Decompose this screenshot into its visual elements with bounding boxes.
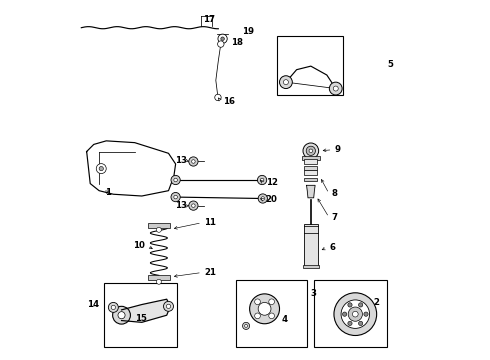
Circle shape <box>261 197 265 200</box>
Text: 10: 10 <box>133 241 145 250</box>
Circle shape <box>156 279 161 284</box>
Circle shape <box>343 312 347 316</box>
Circle shape <box>329 82 342 95</box>
Circle shape <box>348 303 352 307</box>
Circle shape <box>341 300 369 328</box>
Circle shape <box>221 37 224 41</box>
Circle shape <box>306 146 316 156</box>
Circle shape <box>249 294 279 324</box>
Text: 2: 2 <box>374 298 380 307</box>
Text: 19: 19 <box>242 27 254 36</box>
Text: 14: 14 <box>87 300 99 309</box>
Circle shape <box>174 178 177 182</box>
Circle shape <box>283 80 289 85</box>
Bar <box>304 177 317 181</box>
Circle shape <box>156 227 161 232</box>
Circle shape <box>257 175 267 185</box>
Circle shape <box>174 195 177 199</box>
Bar <box>148 224 170 228</box>
Circle shape <box>245 324 247 327</box>
Circle shape <box>269 299 274 305</box>
Circle shape <box>189 157 198 166</box>
Text: 16: 16 <box>223 96 235 105</box>
Text: 9: 9 <box>335 145 341 154</box>
Text: 6: 6 <box>329 243 335 252</box>
Text: 12: 12 <box>266 178 278 187</box>
Text: 1: 1 <box>105 188 112 197</box>
Circle shape <box>279 76 293 89</box>
Text: 18: 18 <box>231 38 244 47</box>
Text: 5: 5 <box>387 60 393 69</box>
Text: 8: 8 <box>331 189 337 198</box>
Circle shape <box>171 193 180 202</box>
Circle shape <box>218 41 224 47</box>
Circle shape <box>215 94 221 101</box>
Circle shape <box>333 86 338 91</box>
Circle shape <box>118 312 125 319</box>
Circle shape <box>218 34 227 43</box>
Circle shape <box>113 306 130 324</box>
Circle shape <box>303 143 318 159</box>
Text: 21: 21 <box>204 268 216 277</box>
Circle shape <box>260 178 264 182</box>
Bar <box>304 170 317 175</box>
Circle shape <box>192 160 195 163</box>
Circle shape <box>255 313 260 319</box>
Bar <box>301 156 320 160</box>
Circle shape <box>164 301 173 311</box>
Circle shape <box>309 149 313 153</box>
Text: 11: 11 <box>204 218 216 227</box>
Circle shape <box>255 299 260 305</box>
Circle shape <box>167 304 171 309</box>
Circle shape <box>359 303 363 307</box>
Circle shape <box>171 175 180 185</box>
Text: 4: 4 <box>281 315 288 324</box>
Circle shape <box>243 322 249 329</box>
Circle shape <box>352 311 358 317</box>
Text: 7: 7 <box>331 213 337 222</box>
Text: 17: 17 <box>203 15 215 24</box>
Text: 20: 20 <box>266 195 277 204</box>
Circle shape <box>111 305 116 310</box>
Circle shape <box>334 293 377 336</box>
Bar <box>104 283 177 347</box>
Bar <box>304 225 318 267</box>
Circle shape <box>258 194 268 203</box>
Bar <box>148 275 170 280</box>
Circle shape <box>364 312 368 316</box>
Bar <box>236 280 307 347</box>
Text: 13: 13 <box>175 202 187 211</box>
Circle shape <box>258 302 271 315</box>
Bar <box>303 265 318 268</box>
Polygon shape <box>122 299 171 322</box>
Text: 3: 3 <box>311 289 317 298</box>
Circle shape <box>189 201 198 210</box>
Circle shape <box>269 313 274 319</box>
Bar <box>277 36 343 95</box>
Circle shape <box>359 321 363 325</box>
Circle shape <box>108 302 118 312</box>
Circle shape <box>192 204 195 207</box>
Circle shape <box>348 307 363 321</box>
Circle shape <box>99 166 103 171</box>
Bar <box>315 280 387 347</box>
Text: 15: 15 <box>135 314 147 323</box>
Circle shape <box>96 164 106 174</box>
Polygon shape <box>307 185 315 198</box>
Circle shape <box>348 321 352 325</box>
Bar <box>304 166 317 170</box>
Text: 13: 13 <box>175 156 187 165</box>
Bar <box>304 159 317 164</box>
